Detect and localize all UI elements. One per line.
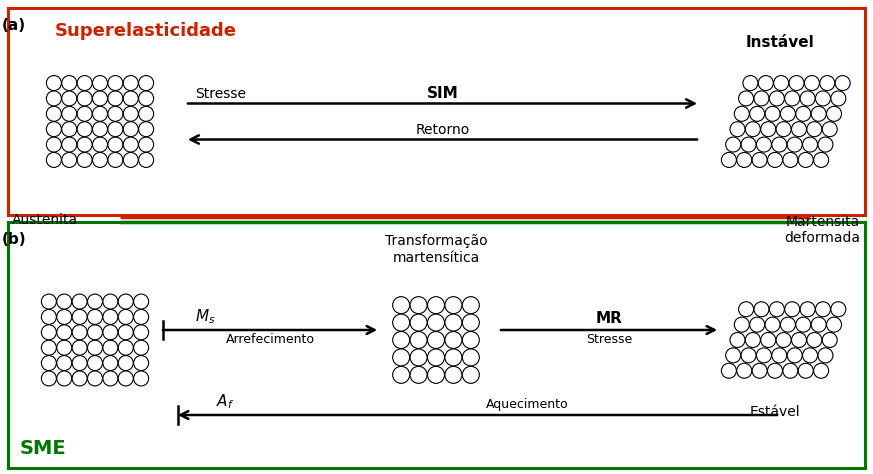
Text: Austenita: Austenita (12, 212, 78, 227)
Bar (8, 8, 865, 215)
Text: Arrefecimento: Arrefecimento (225, 333, 314, 346)
Text: (b): (b) (2, 232, 26, 247)
Text: (a): (a) (2, 18, 26, 33)
Text: Transformação
martensítica: Transformação martensítica (385, 234, 487, 265)
Text: Stresse: Stresse (195, 86, 246, 100)
Text: Superelasticidade: Superelasticidade (55, 22, 237, 40)
Text: Martensita
deformada: Martensita deformada (784, 215, 860, 245)
Text: Aquecimento: Aquecimento (486, 398, 569, 411)
Text: Instável: Instável (746, 35, 815, 50)
Text: SIM: SIM (427, 85, 458, 100)
Text: MR: MR (595, 311, 622, 326)
Text: Estável: Estável (750, 405, 801, 419)
Text: SME: SME (20, 439, 66, 458)
Text: $A_f$: $A_f$ (216, 392, 234, 411)
Bar (8, 222, 865, 468)
Text: Stresse: Stresse (586, 333, 632, 346)
Text: $M_s$: $M_s$ (195, 307, 216, 326)
Text: Retorno: Retorno (416, 122, 470, 137)
